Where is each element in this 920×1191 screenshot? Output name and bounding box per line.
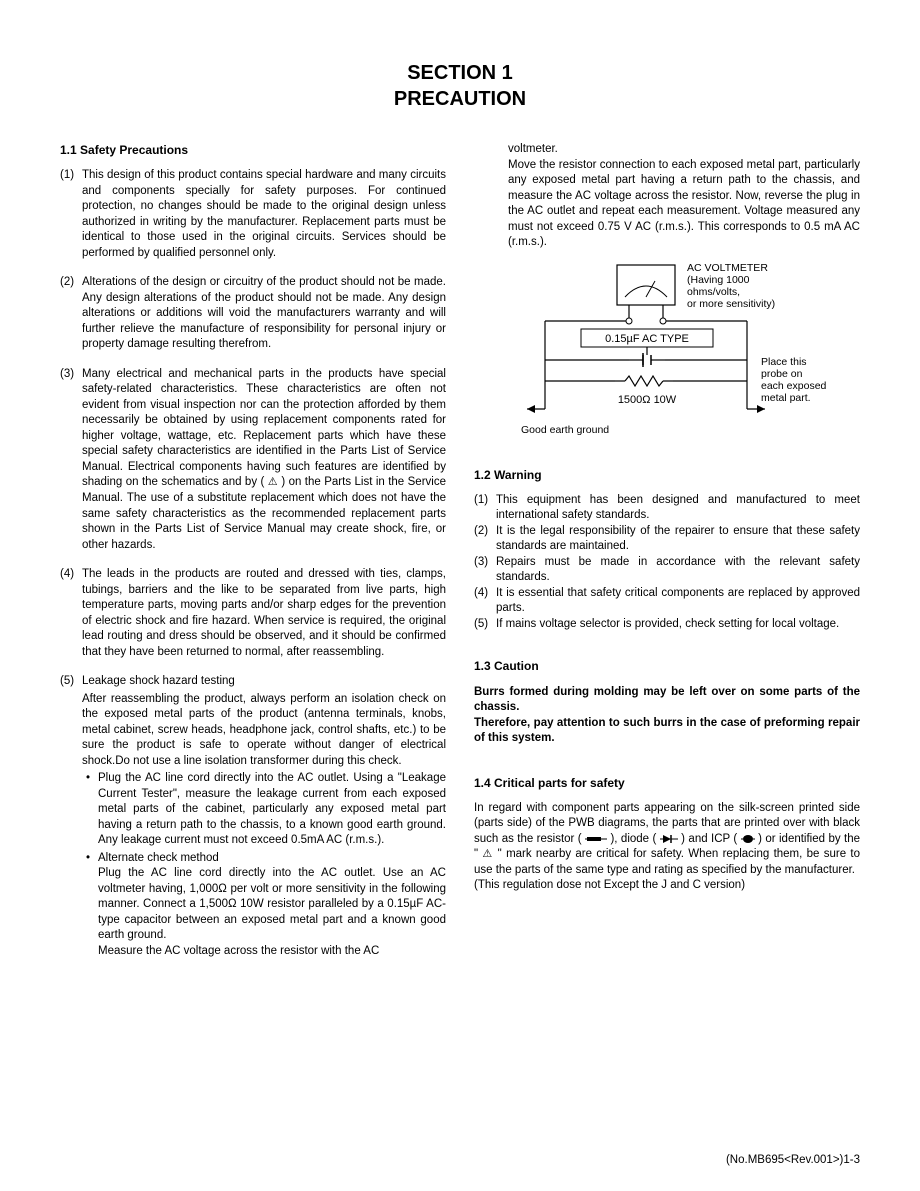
critical-parts-body: In regard with component parts appearing… — [474, 801, 860, 879]
item-1-1-4: (4) The leads in the products are routed… — [60, 567, 446, 660]
item-1-2-1: (1)This equipment has been designed and … — [474, 493, 860, 524]
warning-icon: ⚠ — [482, 848, 493, 860]
item-1-1-3: (3) Many electrical and mechanical parts… — [60, 367, 446, 553]
heading-1-1: 1.1 Safety Precautions — [60, 142, 446, 158]
icp-icon — [741, 834, 755, 844]
caution-body-1: Burrs formed during molding may be left … — [474, 685, 860, 716]
heading-1-2: 1.2 Warning — [474, 467, 860, 483]
diode-icon — [660, 834, 678, 844]
svg-text:Place this: Place this — [761, 356, 807, 368]
warning-icon: ⚠ — [268, 476, 278, 488]
svg-text:ohms/volts,: ohms/volts, — [687, 286, 740, 298]
section-line-2: PRECAUTION — [60, 86, 860, 112]
svg-text:or more sensitivity): or more sensitivity) — [687, 298, 775, 310]
bullet-2: • Alternate check method Plug the AC lin… — [86, 851, 446, 960]
heading-1-3: 1.3 Caution — [474, 658, 860, 674]
item-1-1-2: (2) Alterations of the design or circuit… — [60, 275, 446, 353]
svg-text:Good earth ground: Good earth ground — [521, 424, 609, 436]
caution-body-2: Therefore, pay attention to such burrs i… — [474, 716, 860, 747]
right-column: voltmeter. Move the resistor connection … — [474, 142, 860, 959]
item-1-2-2: (2)It is the legal responsibility of the… — [474, 524, 860, 555]
item-1-1-5-body: After reassembling the product, always p… — [82, 692, 446, 770]
critical-parts-note: (This regulation dose not Except the J a… — [474, 878, 860, 894]
svg-text:1500Ω 10W: 1500Ω 10W — [618, 394, 677, 406]
col2-cont-2: Move the resistor connection to each exp… — [508, 158, 860, 251]
svg-text:metal part.: metal part. — [761, 392, 811, 404]
svg-text:(Having 1000: (Having 1000 — [687, 274, 750, 286]
voltmeter-diagram: 0.15µF AC TYPE — [474, 259, 860, 449]
svg-text:probe on: probe on — [761, 368, 803, 380]
page-footer: (No.MB695<Rev.001>)1-3 — [726, 1153, 860, 1169]
heading-1-4: 1.4 Critical parts for safety — [474, 775, 860, 791]
svg-text:0.15µF AC TYPE: 0.15µF AC TYPE — [605, 333, 689, 345]
item-1-2-3: (3)Repairs must be made in accordance wi… — [474, 555, 860, 586]
col2-cont-1: voltmeter. — [508, 142, 860, 158]
section-line-1: SECTION 1 — [60, 60, 860, 86]
bullet-1: • Plug the AC line cord directly into th… — [86, 771, 446, 849]
item-1-2-5: (5)If mains voltage selector is provided… — [474, 617, 860, 633]
item-1-1-5: (5) Leakage shock hazard testing — [60, 674, 446, 690]
svg-text:each exposed: each exposed — [761, 380, 827, 392]
item-1-2-4: (4)It is essential that safety critical … — [474, 586, 860, 617]
svg-text:AC VOLTMETER: AC VOLTMETER — [687, 262, 768, 274]
resistor-icon — [585, 835, 607, 843]
left-column: 1.1 Safety Precautions (1) This design o… — [60, 142, 446, 959]
item-1-1-1: (1) This design of this product contains… — [60, 168, 446, 261]
